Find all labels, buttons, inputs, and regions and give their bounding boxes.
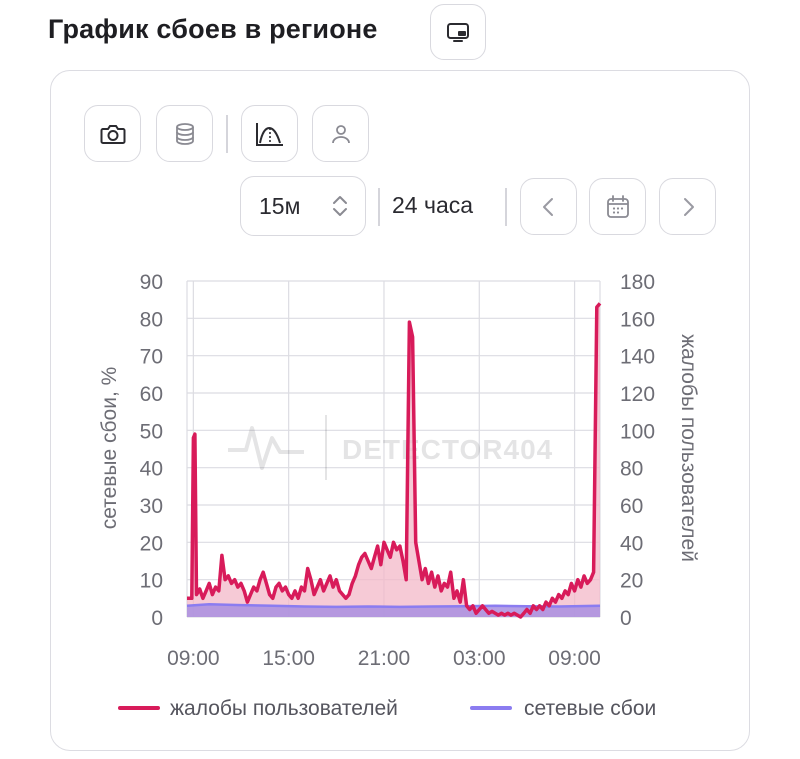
- page-title: График сбоев в регионе: [48, 14, 378, 44]
- y-right-tick-label: 120: [620, 383, 655, 406]
- x-tick-label: 15:00: [262, 647, 315, 670]
- chart-axes: 0 0 10 20 20 40 30 60 40 80 50 100 60 120 70 140 80 160 90…: [140, 271, 655, 670]
- y-left-tick-label: 0: [151, 607, 163, 630]
- smoothing-button[interactable]: [241, 105, 298, 162]
- y-right-tick-label: 20: [620, 570, 643, 593]
- y-left-axis-label: сетевые сбои, %: [98, 367, 121, 530]
- series-area-complaints: [187, 303, 600, 617]
- y-left-tick-label: 60: [140, 383, 163, 406]
- camera-icon: [100, 124, 125, 144]
- legend-complaints: жалобы пользователей: [170, 697, 398, 720]
- y-right-tick-label: 80: [620, 458, 643, 481]
- monitor-icon: [447, 23, 469, 42]
- y-right-tick-label: 160: [620, 308, 655, 331]
- y-left-tick-label: 20: [140, 532, 163, 555]
- database-icon: [175, 122, 194, 145]
- y-left-tick-label: 70: [140, 346, 163, 369]
- toolbar-divider-3: [505, 188, 507, 226]
- monitor-button[interactable]: [430, 4, 486, 60]
- next-button[interactable]: [659, 178, 716, 235]
- y-right-tick-label: 0: [620, 607, 632, 630]
- y-left-tick-label: 30: [140, 495, 163, 518]
- y-left-tick-label: 10: [140, 570, 163, 593]
- user-button[interactable]: [312, 105, 369, 162]
- y-right-axis-label: жалобы пользователей: [677, 334, 700, 562]
- calendar-icon: [606, 194, 629, 218]
- watermark: DETECTOR404: [228, 415, 553, 480]
- y-left-tick-label: 40: [140, 458, 163, 481]
- chart-lines: [186, 302, 602, 619]
- x-tick-label: 09:00: [167, 647, 220, 670]
- chevron-left-icon: [542, 197, 553, 216]
- chevron-right-icon: [683, 197, 694, 216]
- period-value: 15м: [259, 192, 301, 219]
- data-button[interactable]: [156, 105, 213, 162]
- y-right-tick-label: 180: [620, 271, 655, 294]
- calendar-button[interactable]: [589, 178, 646, 235]
- y-right-tick-label: 100: [620, 420, 655, 443]
- y-left-tick-label: 90: [140, 271, 163, 294]
- period-select[interactable]: 15м: [240, 176, 366, 236]
- toolbar-divider-2: [378, 188, 380, 226]
- y-right-tick-label: 60: [620, 495, 643, 518]
- legend-outages: сетевые сбои: [524, 697, 657, 720]
- range-label: 24 часа: [392, 192, 474, 218]
- y-left-tick-label: 80: [140, 308, 163, 331]
- curve-icon: [255, 122, 283, 146]
- x-tick-label: 03:00: [453, 647, 506, 670]
- prev-button[interactable]: [520, 178, 577, 235]
- y-right-tick-label: 140: [620, 346, 655, 369]
- x-tick-label: 09:00: [548, 647, 601, 670]
- y-left-tick-label: 50: [140, 420, 163, 443]
- chevron-up-down-icon: [333, 196, 347, 216]
- series-line-outages: [186, 603, 601, 609]
- toolbar-divider: [226, 115, 228, 153]
- watermark-text: DETECTOR404: [342, 434, 553, 465]
- screenshot-button[interactable]: [84, 105, 141, 162]
- y-right-tick-label: 40: [620, 532, 643, 555]
- legend-swatch-outages: [470, 706, 512, 710]
- series-line-complaints: [187, 302, 602, 619]
- legend-swatch-complaints: [118, 706, 160, 710]
- x-tick-label: 21:00: [358, 647, 411, 670]
- user-icon: [331, 124, 350, 143]
